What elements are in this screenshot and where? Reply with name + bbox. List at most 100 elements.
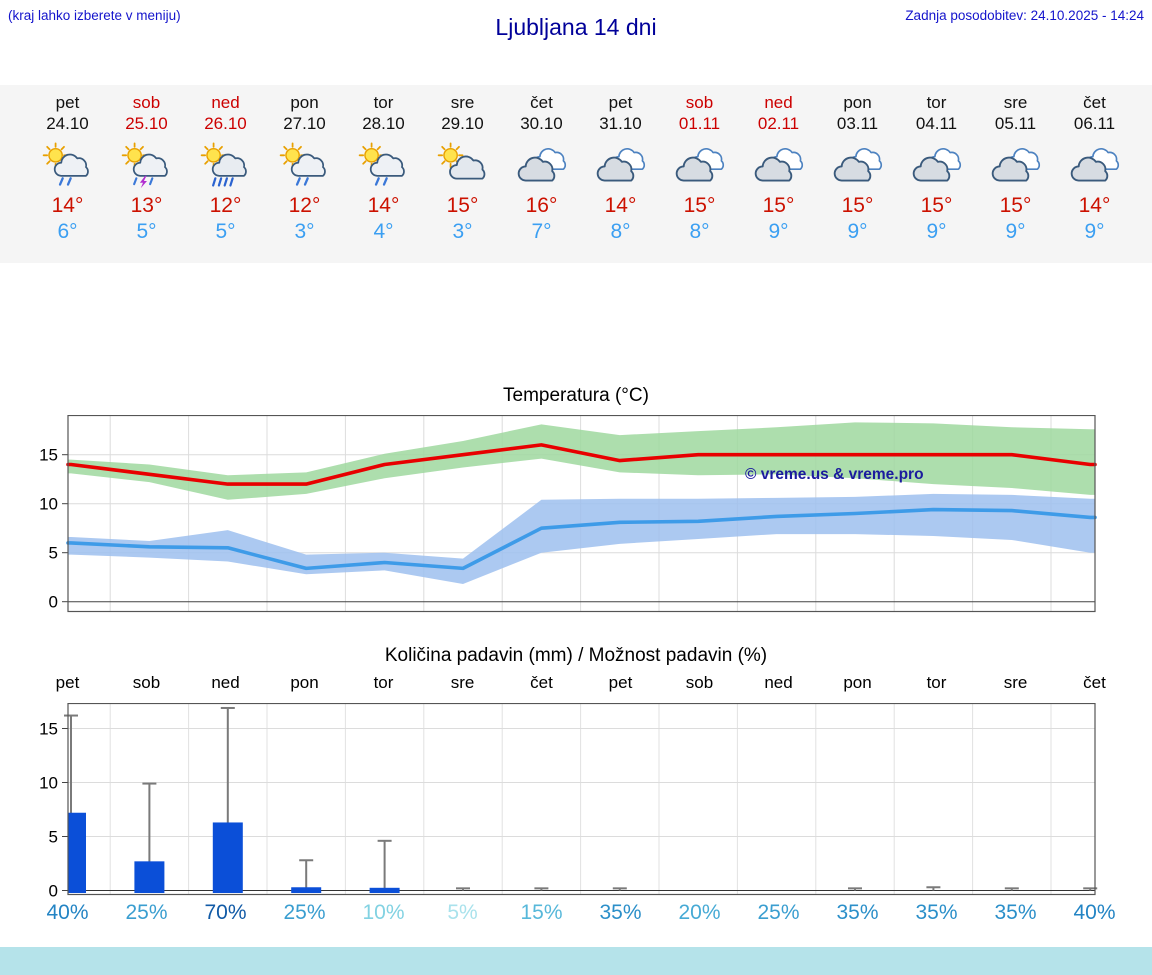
precip-probability: 35% bbox=[915, 901, 958, 924]
sun-cloud-rain-icon bbox=[344, 142, 423, 190]
cloud-shape bbox=[448, 155, 485, 180]
forecast-day-column: čet 30.10 16° 7° bbox=[502, 92, 581, 263]
precip-bar bbox=[291, 887, 322, 893]
cloud-shape bbox=[369, 153, 405, 177]
day-high-temp: 15° bbox=[446, 194, 479, 217]
precip-day-label: sob bbox=[685, 673, 714, 692]
day-high-temp: 14° bbox=[1078, 194, 1111, 217]
day-high-temp: 16° bbox=[525, 194, 558, 217]
temperature-chart: 0 5 10 15 © vreme.us & vreme.pro bbox=[0, 414, 1152, 618]
sun-cloud-rain-icon bbox=[28, 142, 107, 190]
forecast-day-column: pet 24.10 14° 6° bbox=[28, 92, 107, 263]
precip-day-label-row: pet sob ned pon tor sre čet pet sob ned pon tor sre č… bbox=[0, 673, 1152, 693]
day-name: pon bbox=[843, 93, 872, 112]
y-tick-label: 10 bbox=[39, 774, 58, 793]
sun-cloud-rain-icon bbox=[265, 142, 344, 190]
day-high-temp: 12° bbox=[209, 194, 242, 217]
precip-day-label: tor bbox=[926, 673, 947, 692]
precip-day-label: pet bbox=[608, 673, 633, 692]
forecast-day-column: ned 02.11 15° 9° bbox=[739, 92, 818, 263]
day-date: 25.10 bbox=[125, 114, 168, 133]
day-low-temp: 9° bbox=[1084, 220, 1105, 243]
day-high-temp: 12° bbox=[288, 194, 321, 217]
cloud-shape bbox=[912, 156, 950, 182]
day-name: ned bbox=[211, 93, 240, 112]
day-date: 29.10 bbox=[441, 114, 484, 133]
day-name: tor bbox=[373, 93, 394, 112]
precip-day-label: pet bbox=[55, 673, 80, 692]
precip-day-label: čet bbox=[1083, 673, 1106, 692]
day-high-temp: 15° bbox=[683, 194, 716, 217]
forecast-day-column: pon 03.11 15° 9° bbox=[818, 92, 897, 263]
precip-day-label: sre bbox=[450, 673, 475, 692]
day-low-temp: 9° bbox=[847, 220, 868, 243]
day-date: 24.10 bbox=[46, 114, 89, 133]
precip-probability: 35% bbox=[994, 901, 1037, 924]
day-low-temp: 9° bbox=[926, 220, 947, 243]
rain-drops bbox=[374, 177, 388, 186]
day-low-temp: 8° bbox=[610, 220, 631, 243]
day-high-temp: 15° bbox=[762, 194, 795, 217]
precip-probability: 25% bbox=[757, 901, 800, 924]
cloudy-icon bbox=[818, 142, 897, 190]
gridlines: 0 5 10 15 bbox=[39, 703, 1095, 901]
precip-probability: 25% bbox=[125, 901, 168, 924]
precip-day-label: ned bbox=[764, 673, 793, 692]
cloud-shape bbox=[675, 156, 713, 182]
day-high-temp: 13° bbox=[130, 194, 163, 217]
forecast-strip: pet 24.10 14° 6° sob 25.10 13° 5° ned 26.10 12° 5° p… bbox=[0, 85, 1152, 263]
precip-bars bbox=[68, 812, 400, 893]
precip-bar bbox=[369, 887, 400, 893]
cloud-shape bbox=[290, 153, 326, 177]
y-tick-label: 0 bbox=[49, 593, 58, 612]
cloud-shape bbox=[211, 153, 247, 177]
precip-bar bbox=[212, 822, 243, 893]
precip-probability: 15% bbox=[520, 901, 563, 924]
forecast-day-column: tor 28.10 14° 4° bbox=[344, 92, 423, 263]
day-date: 30.10 bbox=[520, 114, 563, 133]
forecast-day-column: sob 01.11 15° 8° bbox=[660, 92, 739, 263]
day-low-temp: 5° bbox=[215, 220, 236, 243]
forecast-day-column: tor 04.11 15° 9° bbox=[897, 92, 976, 263]
lightning-bolt bbox=[132, 175, 153, 189]
sun-cloud-heavy-rain-icon bbox=[186, 142, 265, 190]
day-date: 27.10 bbox=[283, 114, 326, 133]
cloudy-icon bbox=[897, 142, 976, 190]
cloudy-icon bbox=[1055, 142, 1134, 190]
day-low-temp: 3° bbox=[452, 220, 473, 243]
forecast-day-column: ned 26.10 12° 5° bbox=[186, 92, 265, 263]
day-name: tor bbox=[926, 93, 947, 112]
sun-cloud-storm-icon bbox=[107, 142, 186, 190]
watermark: © vreme.us & vreme.pro bbox=[745, 466, 924, 483]
day-low-temp: 7° bbox=[531, 220, 552, 243]
min-temp-line bbox=[66, 507, 1097, 571]
day-high-temp: 15° bbox=[999, 194, 1032, 217]
day-high-temp: 15° bbox=[920, 194, 953, 217]
precip-probability-row: 40% 25% 70% 25% 10% 5% 15% 35% 20% 25% 35% 35% 35% 40… bbox=[0, 901, 1152, 925]
precipitation-chart-svg: 0 5 10 15 bbox=[39, 702, 1098, 901]
precipitation-chart: 0 5 10 15 bbox=[0, 702, 1152, 902]
precip-probability: 40% bbox=[46, 901, 89, 924]
day-date: 03.11 bbox=[836, 114, 879, 133]
y-tick-label: 15 bbox=[39, 446, 58, 465]
forecast-day-column: pet 31.10 14° 8° bbox=[581, 92, 660, 263]
cloud-shape bbox=[833, 156, 871, 182]
precip-day-label: čet bbox=[530, 673, 553, 692]
min-temp-range-band bbox=[68, 493, 1095, 585]
rain-drops bbox=[58, 177, 72, 186]
day-low-temp: 6° bbox=[57, 220, 78, 243]
sun-shape bbox=[121, 142, 147, 169]
cloudy-icon bbox=[739, 142, 818, 190]
cloud-shape bbox=[754, 156, 792, 182]
precip-probability: 40% bbox=[1073, 901, 1116, 924]
menu-hint: (kraj lahko izberete v meniju) bbox=[8, 8, 181, 23]
max-temp-line bbox=[66, 443, 1097, 486]
day-date: 05.11 bbox=[994, 114, 1037, 133]
day-low-temp: 8° bbox=[689, 220, 710, 243]
cloudy-icon bbox=[502, 142, 581, 190]
cloud-shape bbox=[991, 156, 1029, 182]
day-low-temp: 9° bbox=[1005, 220, 1026, 243]
precip-probability: 70% bbox=[204, 901, 247, 924]
cloud-shape bbox=[1070, 156, 1108, 182]
day-low-temp: 5° bbox=[136, 220, 157, 243]
